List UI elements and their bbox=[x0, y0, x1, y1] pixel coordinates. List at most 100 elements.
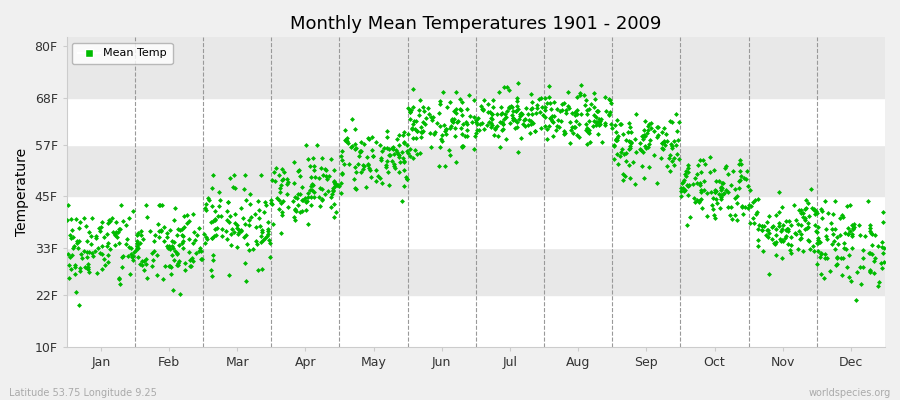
Point bbox=[727, 195, 742, 202]
Point bbox=[220, 199, 235, 205]
Text: worldspecies.org: worldspecies.org bbox=[809, 388, 891, 398]
Point bbox=[678, 187, 692, 193]
Point bbox=[614, 121, 628, 128]
Point bbox=[488, 125, 502, 132]
Point bbox=[413, 150, 428, 156]
Point bbox=[253, 238, 267, 245]
Point bbox=[540, 136, 554, 142]
Point bbox=[108, 230, 122, 237]
Point bbox=[850, 268, 865, 275]
Point bbox=[167, 217, 182, 223]
Point bbox=[656, 146, 670, 153]
Point bbox=[706, 206, 721, 212]
Point bbox=[605, 125, 619, 132]
Point bbox=[423, 144, 437, 150]
Point bbox=[828, 262, 842, 268]
Point bbox=[454, 125, 468, 132]
Point bbox=[460, 127, 474, 133]
Point bbox=[517, 116, 531, 123]
Point bbox=[801, 212, 815, 219]
Point bbox=[303, 163, 318, 169]
Point bbox=[72, 225, 86, 232]
Point bbox=[95, 251, 110, 258]
Point bbox=[742, 187, 757, 194]
Point bbox=[835, 255, 850, 261]
Point bbox=[238, 172, 252, 178]
Point bbox=[677, 177, 691, 184]
Point bbox=[311, 174, 326, 181]
Point bbox=[121, 253, 135, 259]
Point bbox=[509, 98, 524, 105]
Point bbox=[351, 161, 365, 167]
Point bbox=[292, 202, 306, 208]
Point bbox=[834, 272, 849, 278]
Point bbox=[522, 116, 536, 123]
Point bbox=[568, 123, 582, 130]
Point bbox=[760, 227, 775, 233]
Point bbox=[519, 104, 534, 111]
Point bbox=[609, 137, 624, 144]
Point bbox=[514, 110, 528, 116]
Point bbox=[293, 191, 308, 197]
Point bbox=[512, 112, 526, 119]
Point bbox=[334, 153, 348, 160]
Point bbox=[870, 242, 885, 249]
Point bbox=[292, 167, 306, 173]
Point bbox=[69, 216, 84, 222]
Point bbox=[253, 223, 267, 230]
Point bbox=[298, 142, 312, 148]
Point bbox=[826, 231, 841, 237]
Point bbox=[239, 241, 254, 248]
Point bbox=[634, 147, 648, 153]
Point bbox=[417, 107, 431, 114]
Point bbox=[510, 102, 525, 109]
Point bbox=[831, 261, 845, 268]
Point bbox=[113, 281, 128, 287]
Point bbox=[153, 227, 167, 234]
Point bbox=[328, 214, 342, 220]
Point bbox=[401, 130, 416, 137]
Point bbox=[567, 124, 581, 130]
Point bbox=[674, 188, 688, 195]
Point bbox=[796, 248, 811, 254]
Point bbox=[64, 215, 78, 222]
Point bbox=[150, 221, 165, 228]
Point bbox=[676, 178, 690, 185]
Point bbox=[211, 213, 225, 220]
Point bbox=[644, 136, 658, 143]
Point bbox=[623, 139, 637, 146]
Point bbox=[366, 153, 381, 160]
Point bbox=[868, 255, 882, 262]
Point bbox=[380, 158, 394, 164]
Point bbox=[314, 186, 328, 192]
Point bbox=[303, 202, 318, 208]
Point bbox=[80, 253, 94, 260]
Point bbox=[193, 245, 207, 252]
Point bbox=[130, 232, 145, 238]
Point bbox=[356, 163, 371, 169]
Point bbox=[148, 238, 162, 244]
Point bbox=[272, 206, 286, 212]
Point bbox=[863, 267, 878, 273]
Point bbox=[313, 165, 328, 171]
Point bbox=[72, 302, 86, 308]
Point bbox=[659, 130, 673, 137]
Point bbox=[375, 148, 390, 154]
Point bbox=[242, 216, 256, 223]
Point bbox=[395, 132, 410, 138]
Point bbox=[670, 142, 684, 148]
Point bbox=[392, 169, 406, 176]
Point bbox=[837, 240, 851, 247]
Point bbox=[703, 169, 717, 175]
Point bbox=[130, 243, 144, 249]
Point bbox=[78, 222, 93, 229]
Point bbox=[274, 182, 288, 188]
Point bbox=[627, 180, 642, 187]
Point bbox=[301, 220, 315, 227]
Point bbox=[166, 238, 180, 244]
Point bbox=[495, 110, 509, 117]
Point bbox=[123, 245, 138, 251]
Point bbox=[64, 265, 78, 272]
Point bbox=[227, 172, 241, 178]
Point bbox=[693, 197, 707, 203]
